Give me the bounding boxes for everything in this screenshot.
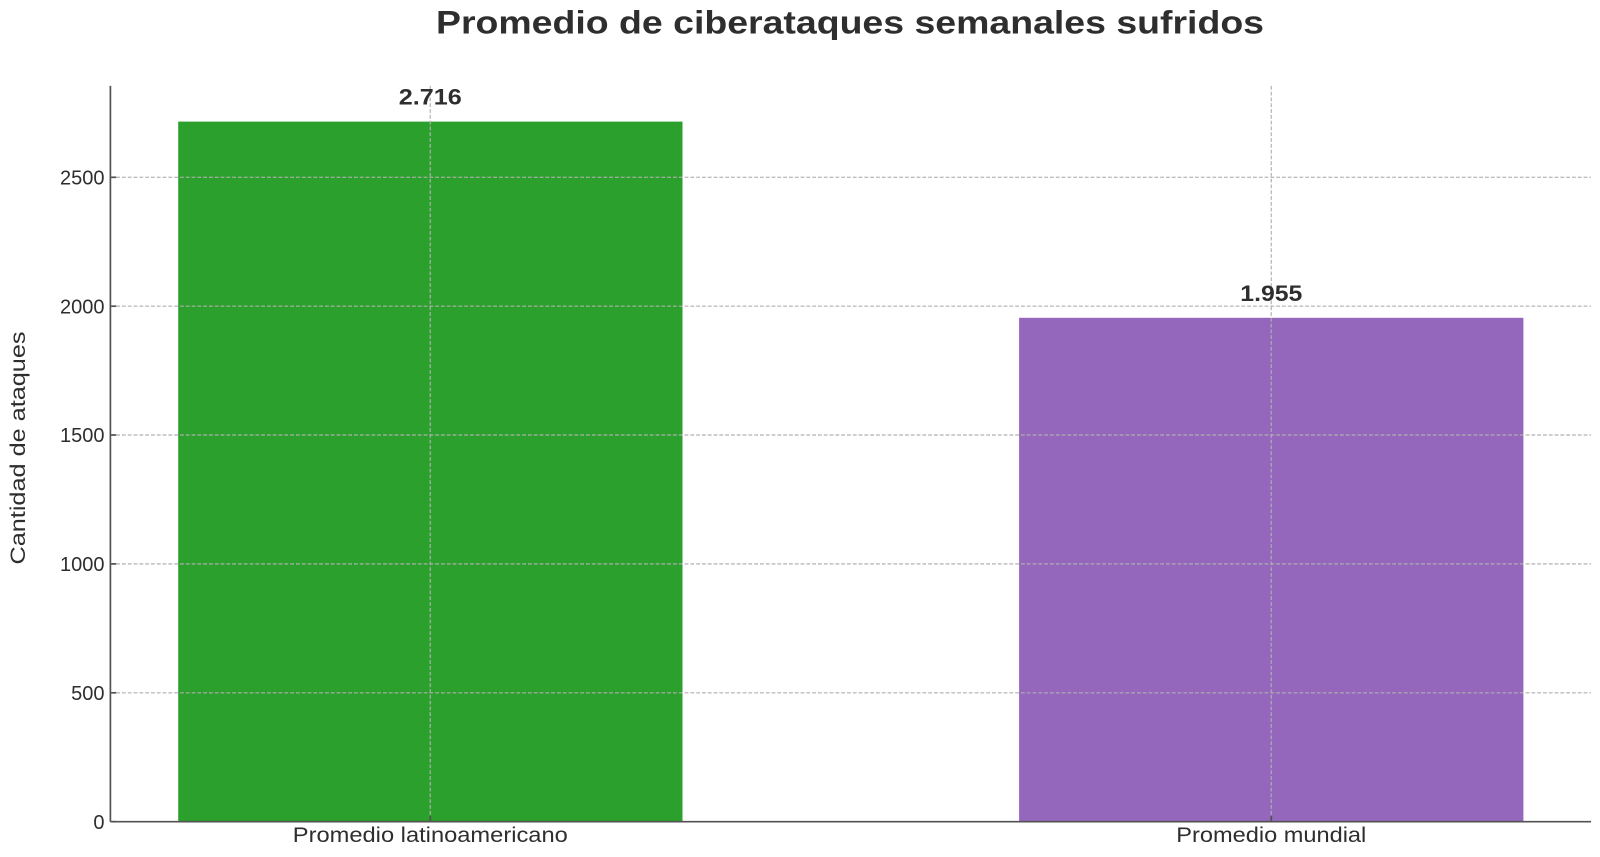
svg-text:0: 0 xyxy=(93,812,104,834)
svg-text:1.955: 1.955 xyxy=(1240,281,1302,306)
svg-text:Promedio mundial: Promedio mundial xyxy=(1176,824,1366,847)
svg-text:2500: 2500 xyxy=(60,168,105,190)
svg-text:2000: 2000 xyxy=(60,296,105,318)
svg-text:Cantidad de ataques: Cantidad de ataques xyxy=(7,332,30,565)
svg-text:500: 500 xyxy=(71,683,104,705)
svg-text:2.716: 2.716 xyxy=(399,85,462,110)
svg-text:Promedio latinoamericano: Promedio latinoamericano xyxy=(293,824,568,847)
svg-text:1000: 1000 xyxy=(60,554,105,576)
svg-text:Promedio de ciberataques seman: Promedio de ciberataques semanales sufri… xyxy=(436,5,1264,41)
svg-text:1500: 1500 xyxy=(60,425,105,447)
